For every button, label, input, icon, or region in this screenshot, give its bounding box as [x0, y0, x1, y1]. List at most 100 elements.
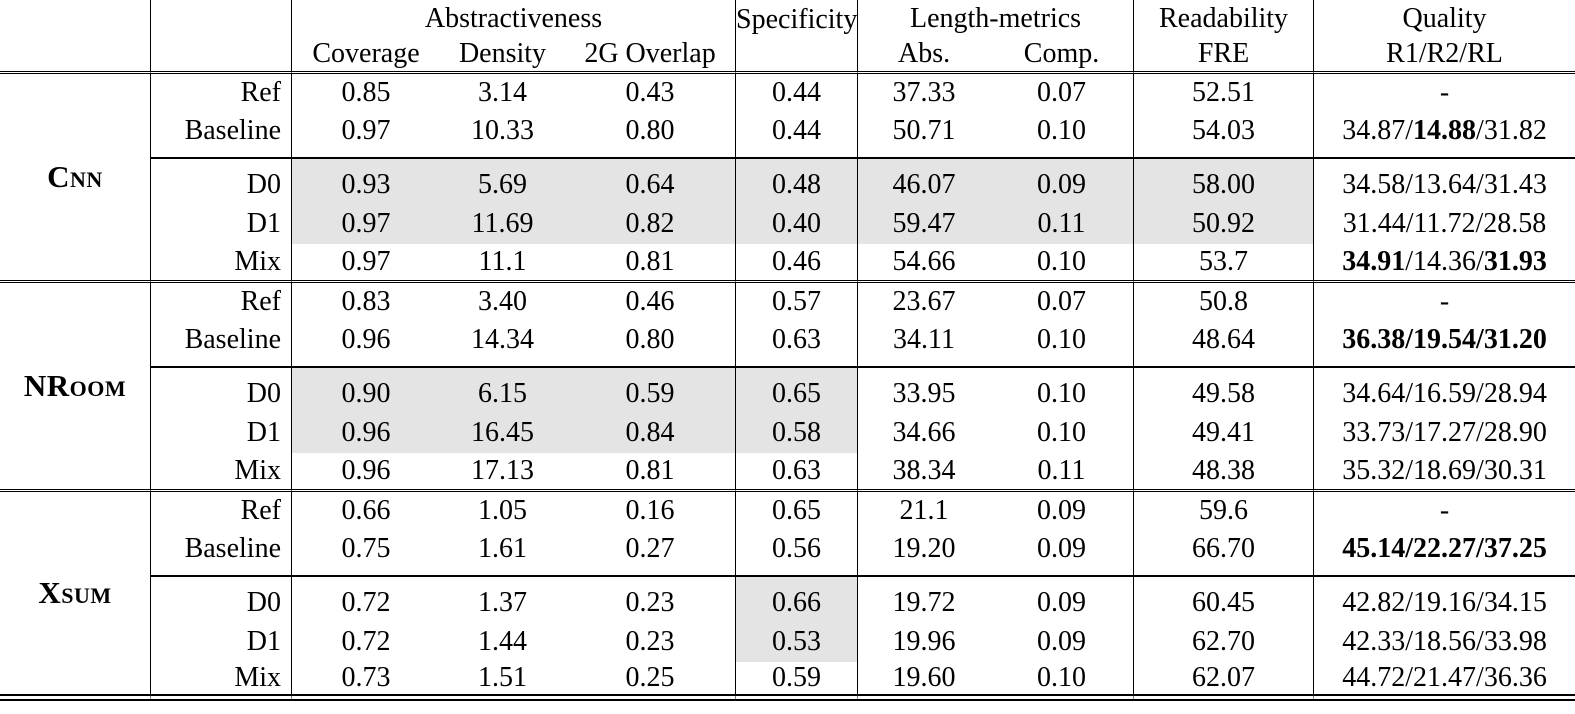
col-header-abstractiveness: Abstractiveness [291, 0, 735, 38]
metric-value-cell: 0.80 [565, 322, 736, 368]
subcol-header-density: Density [440, 38, 565, 74]
rouge-score: 33.98 [1483, 626, 1547, 658]
rouge-score: 45.14 [1342, 533, 1406, 565]
header-sub-row: Coverage Density 2G Overlap Abs. Comp. F… [0, 38, 1575, 74]
metric-value-cell: 0.93 [291, 159, 440, 205]
metric-value-cell: 0.10 [1037, 417, 1087, 449]
metric-value-cell: 0.11 [990, 205, 1134, 244]
col-header-length-metrics: Length-metrics [857, 0, 1133, 38]
rouge-score: 42.33 [1342, 626, 1406, 658]
metric-value-cell: 0.10 [990, 322, 1134, 368]
table-row: D1 0.97 11.69 0.82 0.40 59.47 0.11 50.92 31.44/1… [0, 205, 1575, 244]
subcol-header-coverage: Coverage [291, 38, 440, 74]
row-label: D1 [150, 414, 291, 453]
metric-value-cell: 0.53 [735, 623, 858, 662]
metric-value-cell: 0.97 [291, 113, 440, 159]
table-row: D1 0.72 1.44 0.23 0.53 19.96 0.09 62.70 42.33/18… [0, 623, 1575, 662]
metric-value-cell: 0.81 [565, 244, 736, 283]
subcol-header-2g-overlap: 2G Overlap [565, 38, 736, 74]
rouge-score: 22.27 [1413, 533, 1477, 565]
rouge-score: 44.72 [1342, 662, 1406, 693]
subcol-header-rouge: R1/R2/RL [1313, 38, 1575, 74]
quality-value-cell: - [1313, 74, 1575, 113]
quality-value-cell: 34.91/14.36/31.93 [1313, 244, 1575, 283]
metric-value-cell: 66.70 [1133, 531, 1314, 577]
rouge-score: 18.56 [1413, 626, 1477, 658]
metric-value-cell: 19.20 [857, 531, 991, 577]
metric-value-cell: 0.63 [735, 322, 858, 368]
rouge-score: 34.64 [1342, 378, 1406, 410]
rouge-score: 28.58 [1483, 208, 1547, 240]
metric-value-cell: 0.97 [291, 205, 440, 244]
rouge-score: 31.82 [1483, 115, 1547, 147]
rouge-score: 31.44 [1342, 208, 1406, 240]
metric-value-cell: 62.70 [1133, 623, 1313, 662]
metric-value-cell: 0.44 [735, 113, 858, 159]
rouge-score: 36.36 [1483, 662, 1547, 693]
metric-value-cell: 0.72 [291, 623, 440, 662]
rouge-score: 14.88 [1413, 115, 1477, 147]
row-label: D0 [150, 577, 291, 623]
metric-value-cell: 5.69 [440, 159, 565, 205]
metric-value-cell: 48.64 [1133, 322, 1314, 368]
col-header-quality: Quality [1313, 0, 1575, 38]
metric-value-cell: 0.10 [990, 662, 1134, 702]
metric-value-cell: 0.46 [625, 286, 675, 318]
table-row: Xsum Ref 0.66 1.05 0.16 0.65 21.1 0.09 59.6- [0, 492, 1575, 702]
metric-value-cell: 23.67 [857, 283, 990, 322]
metric-value-cell: 0.11 [990, 453, 1134, 492]
metric-value-cell: 0.07 [1037, 77, 1087, 109]
metric-value-cell: 0.65 [735, 368, 858, 414]
metric-value-cell: 34.11 [857, 322, 991, 368]
dataset-group-label: Xsum [0, 492, 150, 702]
row-label: Mix [150, 453, 291, 492]
metric-value-cell: 0.97 [291, 244, 440, 283]
dataset-group-label: NRoom [0, 283, 150, 492]
metric-value-cell: 3.14 [478, 77, 527, 109]
metric-value-cell: 0.27 [565, 531, 736, 577]
rouge-score: 34.87 [1342, 115, 1406, 147]
metric-value-cell: 0.82 [565, 205, 736, 244]
table-row: Mix 0.97 11.1 0.81 0.46 54.66 0.10 53.7 34.91/14… [0, 244, 1575, 283]
quality-value-cell: 42.82/19.16/34.15 [1313, 577, 1575, 623]
metric-value-cell: 0.09 [1037, 495, 1087, 527]
row-label: Baseline [150, 531, 291, 577]
metric-value-cell: 0.09 [1037, 587, 1087, 619]
metric-value-cell: 0.10 [1037, 378, 1087, 410]
metric-value-cell: 0.10 [990, 113, 1134, 159]
metric-value-cell: 58.00 [1133, 159, 1314, 205]
quality-value-cell: 34.64/16.59/28.94 [1313, 368, 1575, 414]
row-label: D1 [150, 623, 291, 662]
metric-value-cell: 49.58 [1133, 368, 1313, 414]
rouge-score: 31.20 [1483, 324, 1547, 356]
row-label: Baseline [150, 113, 291, 159]
table-row: D0 0.90 6.15 0.59 0.65 33.95 0.10 49.58 34.64/16… [0, 368, 1575, 414]
rouge-score: - [1439, 77, 1450, 109]
table-row: Mix 0.96 17.13 0.81 0.63 38.34 0.11 48.38 35.32/… [0, 453, 1575, 492]
row-label: D0 [150, 159, 291, 205]
metric-value-cell: 14.34 [440, 322, 565, 368]
metric-value-cell: 0.59 [565, 368, 736, 414]
metric-value-cell: 6.15 [440, 368, 565, 414]
metric-value-cell: 0.83 [291, 283, 440, 322]
metric-value-cell: 0.57 [735, 283, 857, 322]
row-label: D0 [150, 368, 291, 414]
row-label: Baseline [150, 322, 291, 368]
rouge-score: 35.32 [1342, 454, 1406, 486]
metric-value-cell: 0.85 [291, 74, 440, 113]
rouge-score: 28.94 [1483, 378, 1547, 410]
metric-value-cell: 0.65 [735, 492, 857, 531]
dataset-group-label: Cnn [0, 74, 150, 283]
quality-value-cell: 34.87/14.88/31.82 [1313, 113, 1575, 159]
metric-value-cell: 21.1 [857, 492, 990, 531]
metric-value-cell: 10.33 [440, 113, 565, 159]
rouge-score: 34.91 [1342, 245, 1406, 277]
metric-value-cell: 46.07 [857, 159, 991, 205]
metric-value-cell: 0.25 [565, 662, 736, 702]
row-label: Ref [150, 283, 291, 322]
metric-value-cell: 0.80 [565, 113, 736, 159]
rouge-score: 42.82 [1342, 587, 1406, 619]
subcol-header-abs: Abs. [857, 38, 991, 74]
row-label: Ref [150, 492, 291, 531]
